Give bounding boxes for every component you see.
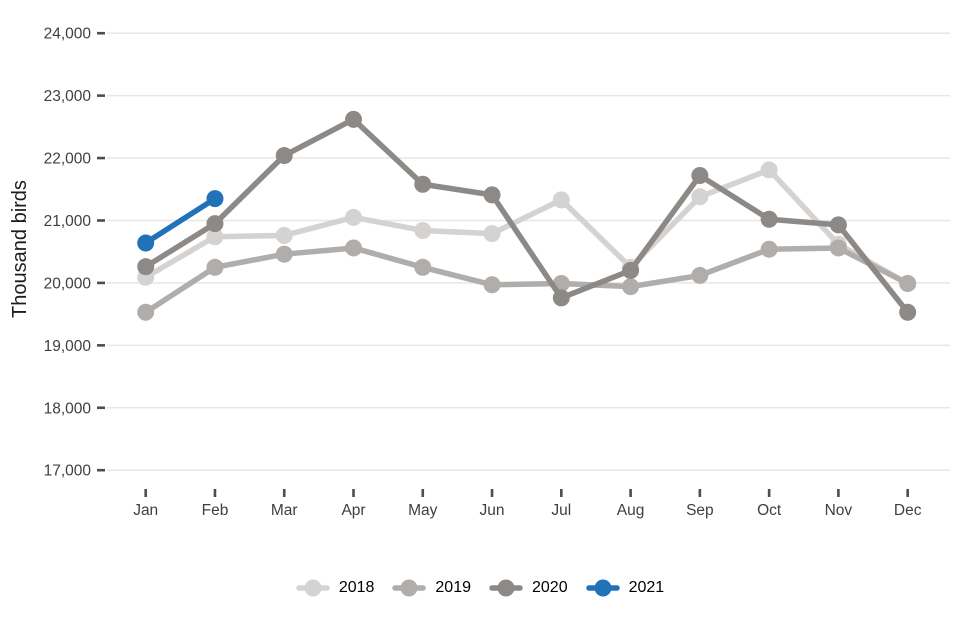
data-point-2020-Feb bbox=[206, 215, 224, 233]
legend-dot-icon bbox=[497, 579, 515, 597]
data-point-2019-Sep bbox=[691, 266, 709, 284]
line-chart: 17,000 18,000 19,000 20,000 21,000 22,000 23,0… bbox=[44, 26, 950, 519]
legend-item-2019: 2019 bbox=[392, 578, 471, 598]
series-line-2019 bbox=[142, 245, 911, 316]
x-tick-label: Jul bbox=[551, 502, 571, 519]
data-point-2019-Jan bbox=[137, 303, 155, 321]
data-point-2020-Jan bbox=[137, 258, 155, 276]
legend-marker-icon bbox=[585, 579, 620, 597]
data-point-2019-Apr bbox=[345, 239, 363, 257]
legend-item-2020: 2020 bbox=[489, 578, 568, 598]
data-point-2020-Dec bbox=[899, 303, 917, 321]
legend-dot-icon bbox=[304, 579, 322, 597]
data-point-2020-Oct bbox=[760, 210, 778, 228]
legend-item-2018: 2018 bbox=[296, 578, 375, 598]
data-point-2019-Aug bbox=[622, 278, 640, 296]
y-tick-label: 24,000 bbox=[44, 26, 92, 43]
x-tick-label: Jan bbox=[133, 502, 158, 519]
data-point-2020-May bbox=[414, 175, 432, 193]
data-point-2020-Mar bbox=[275, 147, 293, 165]
x-tick-label: Sep bbox=[686, 502, 714, 519]
data-point-2018-Mar bbox=[275, 226, 293, 244]
data-point-2018-Feb bbox=[206, 228, 224, 246]
y-tick-label: 19,000 bbox=[44, 338, 92, 355]
data-point-2019-Mar bbox=[275, 245, 293, 263]
data-point-2019-Oct bbox=[760, 240, 778, 258]
y-tick-label: 21,000 bbox=[44, 213, 92, 230]
x-tick-label: Jun bbox=[480, 502, 505, 519]
legend-marker-icon bbox=[296, 579, 330, 597]
x-tick-label: May bbox=[408, 502, 438, 519]
data-point-2021-Feb bbox=[206, 190, 224, 208]
y-tick-label: 18,000 bbox=[44, 400, 92, 417]
data-point-2019-Nov bbox=[829, 239, 847, 257]
data-point-2018-Jun bbox=[483, 225, 501, 243]
x-tick-label: Mar bbox=[271, 502, 298, 519]
data-point-2018-Jul bbox=[552, 191, 570, 209]
y-tick-label: 20,000 bbox=[44, 275, 92, 292]
data-point-2019-Feb bbox=[206, 258, 224, 276]
legend-marker-icon bbox=[489, 579, 523, 597]
data-point-2021-Jan bbox=[137, 234, 155, 252]
data-point-2020-Aug bbox=[622, 261, 640, 279]
legend-label: 2019 bbox=[435, 579, 471, 596]
y-tick-label: 22,000 bbox=[44, 151, 92, 168]
y-tick-label: 17,000 bbox=[44, 463, 92, 480]
x-tick-label: Dec bbox=[894, 502, 922, 519]
legend-dot-icon bbox=[400, 579, 418, 597]
y-tick-label: 23,000 bbox=[44, 88, 92, 105]
legend-label: 2018 bbox=[338, 579, 375, 596]
chart-legend: 2018 2019 2020 2021 bbox=[0, 578, 960, 598]
data-point-2020-Jun bbox=[483, 186, 501, 204]
legend-label: 2021 bbox=[628, 579, 665, 596]
y-axis-title: Thousand birds bbox=[9, 180, 31, 318]
series-line-2021 bbox=[142, 195, 218, 246]
x-tick-label: Feb bbox=[202, 502, 229, 519]
data-point-2020-Nov bbox=[829, 216, 847, 234]
legend-item-2021: 2021 bbox=[585, 578, 665, 598]
x-tick-label: Apr bbox=[341, 502, 365, 519]
data-point-2018-Apr bbox=[345, 208, 363, 226]
series-line-2020 bbox=[142, 116, 911, 316]
x-tick-label: Aug bbox=[617, 502, 645, 519]
data-point-2020-Jul bbox=[552, 289, 570, 307]
data-point-2018-Sep bbox=[691, 188, 709, 206]
legend-marker-icon bbox=[392, 579, 427, 597]
series-line-2018 bbox=[142, 167, 911, 287]
data-point-2018-Oct bbox=[760, 161, 778, 179]
data-point-2019-Jun bbox=[483, 276, 501, 294]
data-point-2019-Dec bbox=[899, 275, 917, 293]
data-point-2020-Apr bbox=[345, 110, 363, 128]
x-tick-label: Nov bbox=[825, 502, 853, 519]
data-point-2019-May bbox=[414, 258, 432, 276]
data-point-2018-May bbox=[414, 221, 432, 239]
data-point-2020-Sep bbox=[691, 167, 709, 185]
legend-dot-icon bbox=[594, 579, 612, 597]
x-tick-label: Oct bbox=[757, 502, 782, 519]
legend-label: 2020 bbox=[532, 579, 568, 596]
